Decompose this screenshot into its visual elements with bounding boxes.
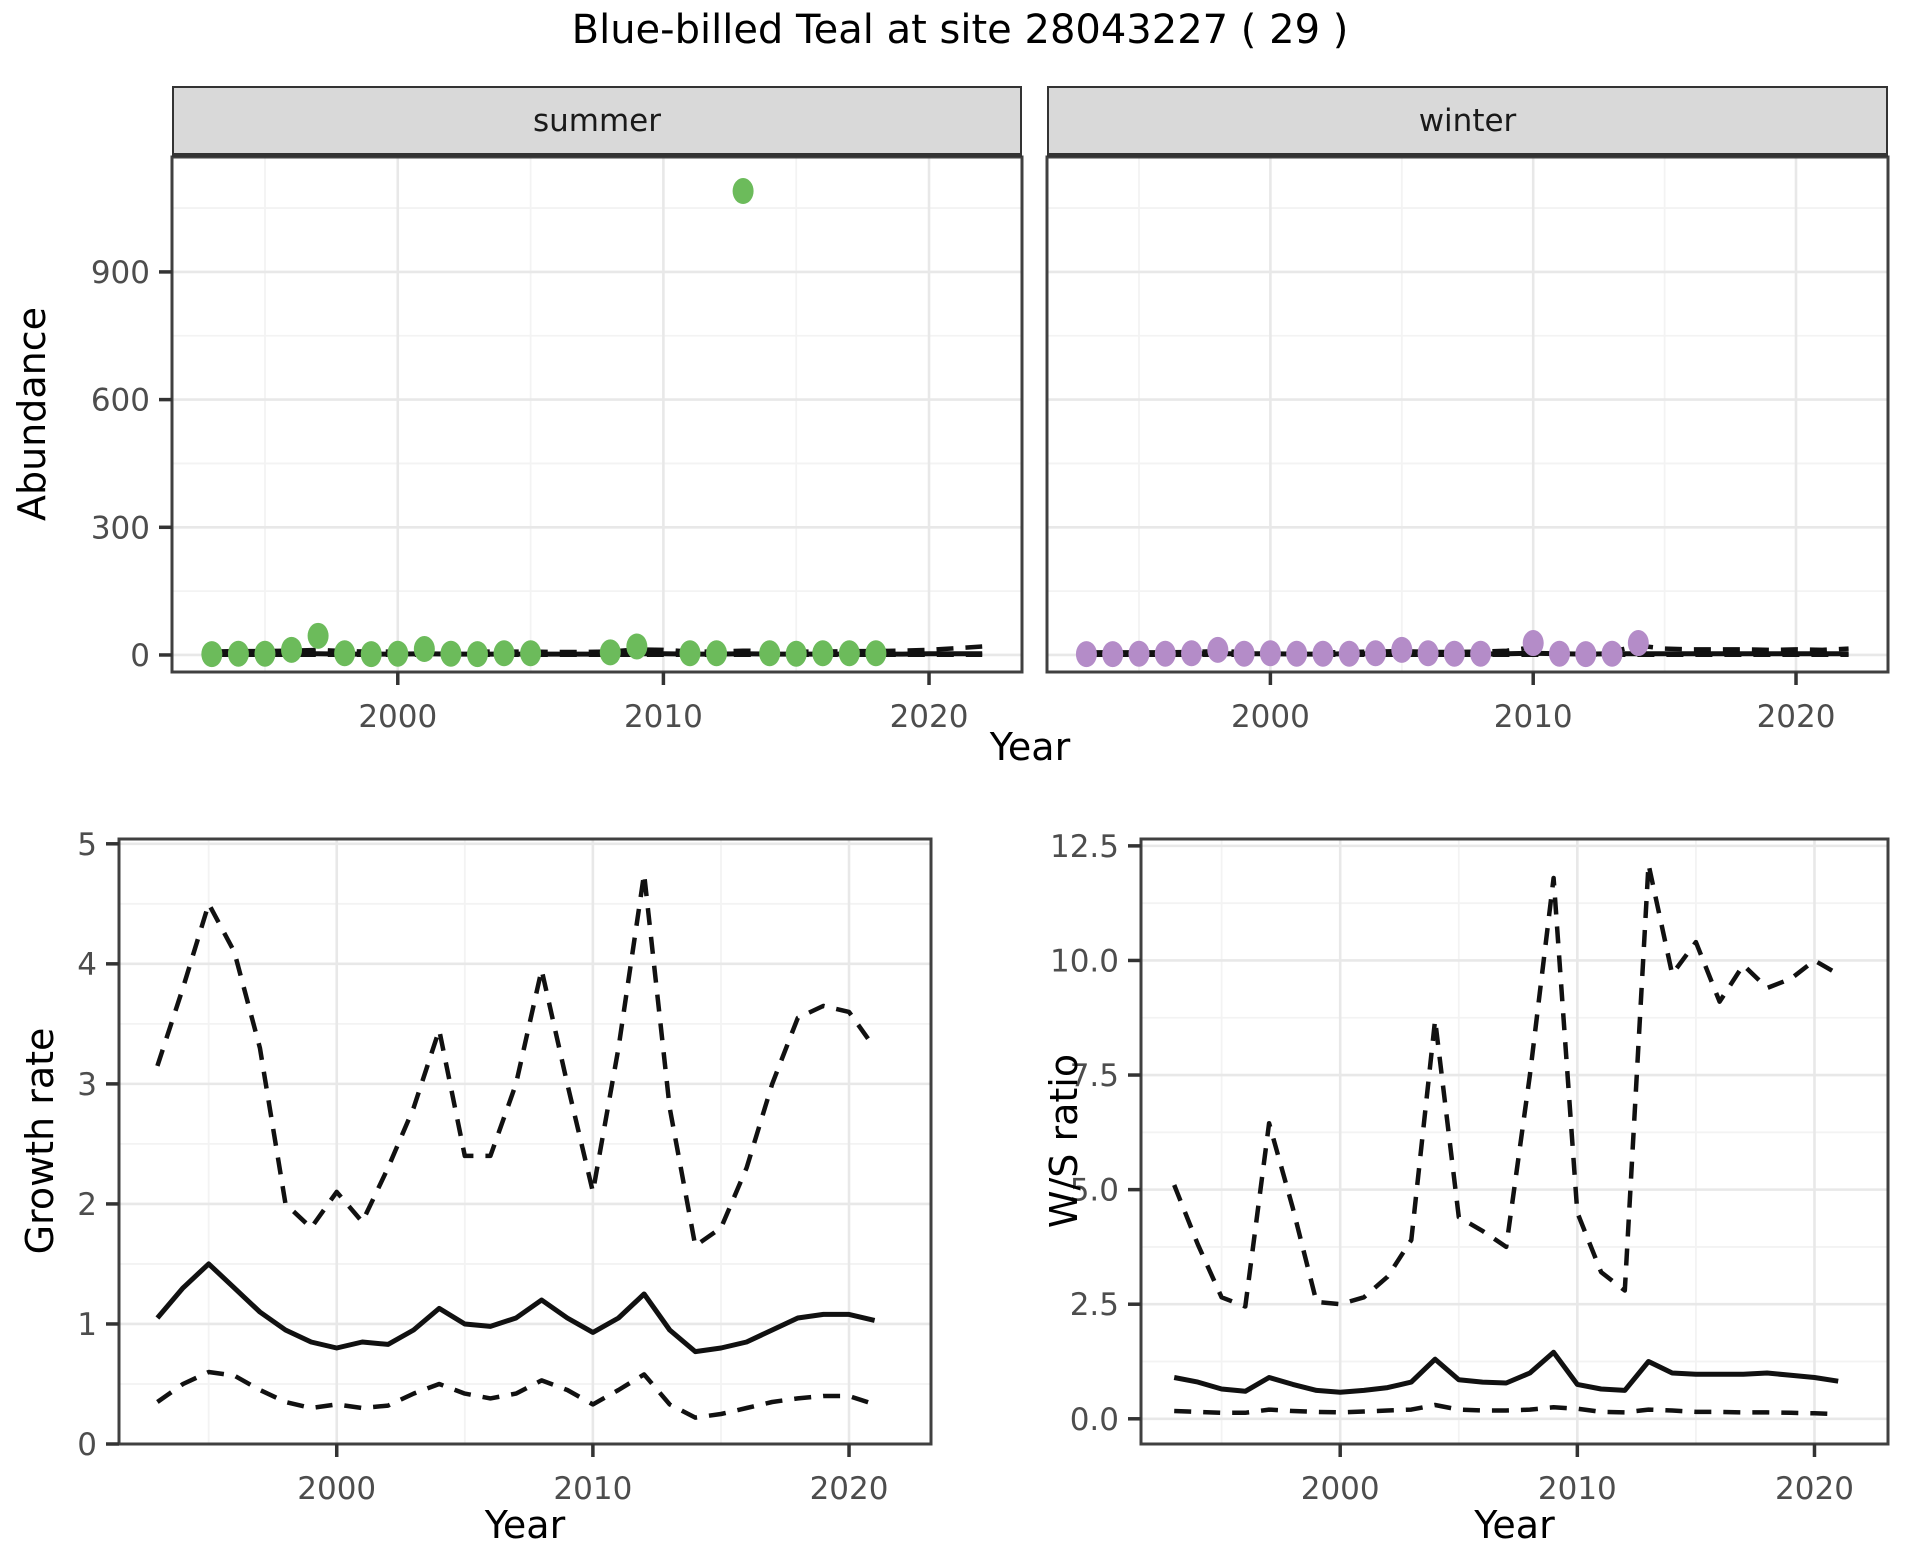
svg-text:600: 600 xyxy=(91,383,150,419)
svg-text:2010: 2010 xyxy=(1538,1471,1617,1507)
facet-strip-winter: winter xyxy=(1047,86,1888,157)
svg-text:2020: 2020 xyxy=(810,1471,889,1507)
svg-text:2: 2 xyxy=(77,1187,97,1223)
year-axis-title-ws: Year xyxy=(1474,1503,1555,1547)
svg-text:3: 3 xyxy=(77,1067,97,1103)
svg-text:2020: 2020 xyxy=(890,699,969,735)
svg-text:2000: 2000 xyxy=(358,699,437,735)
ws-ratio-axis-title: W/S ratio xyxy=(1042,1053,1086,1229)
facet-strip-summer: summer xyxy=(172,86,1022,157)
facet-label-winter: winter xyxy=(1418,102,1517,139)
svg-text:0: 0 xyxy=(130,638,150,674)
svg-text:0.0: 0.0 xyxy=(1070,1402,1119,1438)
svg-text:2010: 2010 xyxy=(1494,699,1573,735)
svg-text:12.5: 12.5 xyxy=(1050,829,1119,865)
facet-label-summer: summer xyxy=(532,102,661,139)
svg-text:2000: 2000 xyxy=(1301,1471,1380,1507)
year-axis-title-growth: Year xyxy=(484,1503,566,1547)
abundance-axis-title: Abundance xyxy=(10,306,54,522)
svg-text:7.5: 7.5 xyxy=(1070,1058,1119,1094)
svg-text:2020: 2020 xyxy=(1775,1471,1854,1507)
svg-text:2020: 2020 xyxy=(1757,699,1836,735)
svg-text:2010: 2010 xyxy=(624,699,703,735)
svg-text:300: 300 xyxy=(91,510,150,546)
svg-text:900: 900 xyxy=(91,255,150,291)
svg-text:2.5: 2.5 xyxy=(1070,1287,1119,1323)
svg-text:2000: 2000 xyxy=(297,1471,376,1507)
svg-text:5.0: 5.0 xyxy=(1070,1173,1119,1209)
svg-text:5: 5 xyxy=(77,827,97,863)
svg-text:2000: 2000 xyxy=(1231,699,1310,735)
svg-text:0: 0 xyxy=(77,1427,97,1463)
growth-rate-axis-title: Growth rate xyxy=(18,1027,62,1255)
svg-text:10.0: 10.0 xyxy=(1050,943,1119,979)
year-axis-title-top: Year xyxy=(989,725,1071,769)
svg-text:2010: 2010 xyxy=(553,1471,632,1507)
chart-title: Blue-billed Teal at site 28043227 ( 29 ) xyxy=(571,7,1349,53)
svg-text:4: 4 xyxy=(77,947,97,983)
svg-text:1: 1 xyxy=(77,1307,97,1343)
